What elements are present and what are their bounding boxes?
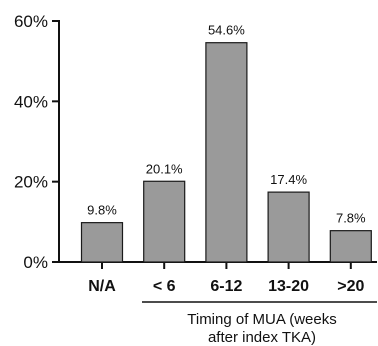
bar-data-label: 20.1% (146, 161, 183, 176)
bar (329, 230, 372, 263)
bar (205, 42, 248, 263)
y-tick-label: 40% (14, 92, 48, 111)
x-category-label: N/A (88, 278, 116, 295)
y-tick-label: 20% (14, 173, 48, 192)
x-category-label: >20 (337, 278, 364, 295)
x-category-label: 6-12 (210, 278, 242, 295)
x-axis-title-line: after index TKA) (208, 329, 316, 346)
y-tick-label: 60% (14, 12, 48, 31)
x-axis-title-line: Timing of MUA (weeks (187, 311, 336, 328)
x-category-label: < 6 (153, 278, 176, 295)
bar-data-label: 54.6% (208, 23, 245, 38)
x-category-label: 13-20 (268, 278, 309, 295)
bar (80, 222, 124, 263)
bar (267, 191, 310, 263)
y-tick-label: 0% (23, 253, 48, 272)
bar (143, 180, 186, 263)
bar-data-label: 17.4% (270, 172, 307, 187)
chart-bars (80, 42, 372, 263)
bar-data-label: 9.8% (87, 203, 117, 218)
chart-axes: 0% 20% 40% 60% (14, 12, 377, 272)
bar-data-label: 7.8% (336, 211, 366, 226)
chart-labels: N/A 9.8% < 6 20.1% 6-12 54.6% 13-20 17.4% >20 7.8… (87, 23, 366, 295)
